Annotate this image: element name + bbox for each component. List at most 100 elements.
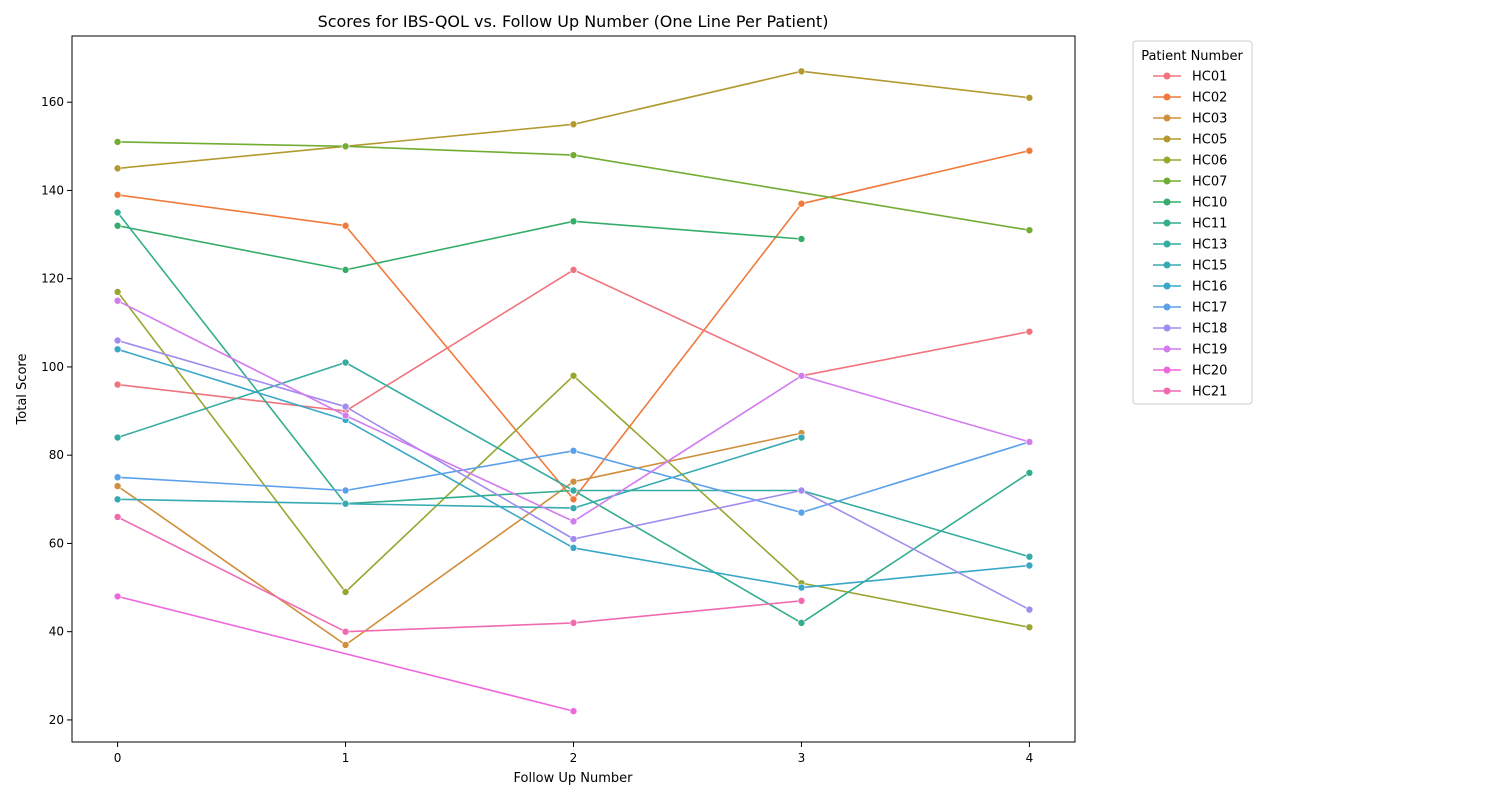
series-line-hc01 [117, 269, 1030, 412]
legend-dot-marker [1163, 219, 1171, 227]
legend-label: HC21 [1192, 385, 1227, 400]
data-point-hc10 [113, 221, 122, 230]
legend-dot-marker [1163, 93, 1171, 101]
series-line-hc10 [117, 220, 802, 271]
series-line-hc21 [117, 516, 802, 633]
data-point-hc20 [113, 592, 122, 601]
legend-label: HC01 [1192, 70, 1227, 85]
legend-label: HC18 [1192, 322, 1227, 337]
data-point-hc05 [113, 164, 122, 173]
data-point-hc18 [113, 336, 122, 345]
data-point-hc16 [569, 544, 578, 552]
legend-dot-marker [1163, 303, 1171, 311]
data-point-hc17 [797, 508, 806, 517]
data-point-hc02 [569, 495, 578, 504]
legend-dot-marker [1163, 177, 1171, 185]
data-point-hc21 [797, 596, 806, 605]
data-point-hc21 [341, 627, 350, 636]
data-point-hc01 [1025, 327, 1034, 336]
legend-label: HC17 [1192, 301, 1227, 316]
legend-label: HC20 [1192, 364, 1227, 379]
y-tick-label: 140 [41, 183, 64, 197]
data-point-hc07 [569, 151, 578, 159]
x-tick-label: 4 [1026, 751, 1034, 765]
legend-item-hc13: HC13 [1153, 238, 1227, 253]
y-tick-label: 120 [41, 272, 64, 286]
x-tick-label: 3 [798, 751, 806, 765]
y-axis: 20 40 60 80 100 120 140 160 [41, 95, 72, 727]
data-point-hc10 [797, 235, 806, 243]
legend-dot-marker [1163, 387, 1171, 395]
data-point-hc15 [797, 433, 806, 442]
data-point-hc19 [1025, 438, 1034, 446]
legend-item-hc05: HC05 [1153, 133, 1227, 148]
legend-label: HC02 [1192, 91, 1227, 106]
data-point-hc07 [113, 138, 122, 146]
legend-item-hc16: HC16 [1153, 280, 1227, 295]
series-line-hc20 [117, 595, 574, 712]
series-line-hc07 [117, 141, 1030, 231]
data-point-hc03 [569, 477, 578, 486]
data-point-hc16 [797, 583, 806, 592]
legend-item-hc18: HC18 [1153, 322, 1227, 337]
legend-label: HC10 [1192, 196, 1227, 211]
legend-label: HC16 [1192, 280, 1227, 295]
plot-lines [116, 70, 1030, 712]
legend-item-hc21: HC21 [1153, 385, 1227, 400]
legend-label: HC03 [1192, 112, 1227, 127]
legend-label: HC19 [1192, 343, 1227, 358]
y-tick-label: 20 [49, 713, 64, 727]
series-line-hc03 [117, 432, 802, 646]
legend-item-hc10: HC10 [1153, 196, 1227, 211]
data-point-hc17 [341, 486, 350, 495]
chart-title: Scores for IBS-QOL vs. Follow Up Number … [318, 12, 829, 31]
data-point-hc21 [569, 619, 578, 627]
data-point-hc20 [569, 707, 578, 715]
legend-items: HC01 HC02 HC03 HC05 HC06 HC07 HC10 HC11 HC13 HC15… [1153, 70, 1227, 400]
x-axis-label: Follow Up Number [513, 771, 633, 786]
legend-dot-marker [1163, 366, 1171, 374]
data-point-hc19 [797, 371, 806, 380]
plot-frame [71, 35, 1076, 743]
data-point-hc03 [341, 641, 350, 649]
y-axis-label: Total Score [15, 354, 30, 426]
data-point-hc15 [569, 504, 578, 512]
plot-points [113, 67, 1034, 715]
y-tick-label: 160 [41, 95, 64, 109]
legend-label: HC05 [1192, 133, 1227, 148]
y-tick-label: 60 [49, 536, 64, 550]
legend-item-hc11: HC11 [1153, 217, 1227, 232]
legend-label: HC13 [1192, 238, 1227, 253]
legend-dot-marker [1163, 240, 1171, 248]
y-tick-label: 100 [41, 360, 64, 374]
data-point-hc01 [569, 266, 578, 274]
legend-dot-marker [1163, 72, 1171, 80]
series-line-hc06 [116, 291, 1030, 629]
legend-label: HC15 [1192, 259, 1227, 274]
data-point-hc13 [569, 486, 578, 495]
legend-dot-marker [1163, 261, 1171, 269]
legend-dot-marker [1163, 156, 1171, 164]
legend-item-hc15: HC15 [1153, 259, 1227, 274]
data-point-hc05 [569, 120, 578, 129]
legend-dot-marker [1163, 324, 1171, 332]
data-point-hc18 [569, 535, 578, 543]
legend: Patient Number HC01HC02HC03HC05HC06HC07H… [1132, 40, 1253, 405]
data-point-hc05 [1025, 93, 1034, 102]
data-point-hc18 [341, 402, 350, 411]
legend-dot-marker [1163, 114, 1171, 122]
data-point-hc21 [113, 513, 122, 521]
data-point-hc03 [113, 482, 122, 490]
data-point-hc17 [113, 473, 122, 482]
data-point-hc16 [1025, 561, 1034, 570]
data-point-hc02 [1025, 146, 1034, 155]
legend-item-hc02: HC02 [1153, 91, 1227, 106]
data-point-hc15 [341, 499, 350, 508]
legend-box [1132, 40, 1253, 405]
legend-label: HC11 [1192, 217, 1227, 232]
legend-dot-marker [1163, 345, 1171, 353]
legend-item-hc20: HC20 [1153, 364, 1227, 379]
data-point-hc02 [113, 191, 122, 199]
legend-item-hc19: HC19 [1153, 343, 1227, 358]
